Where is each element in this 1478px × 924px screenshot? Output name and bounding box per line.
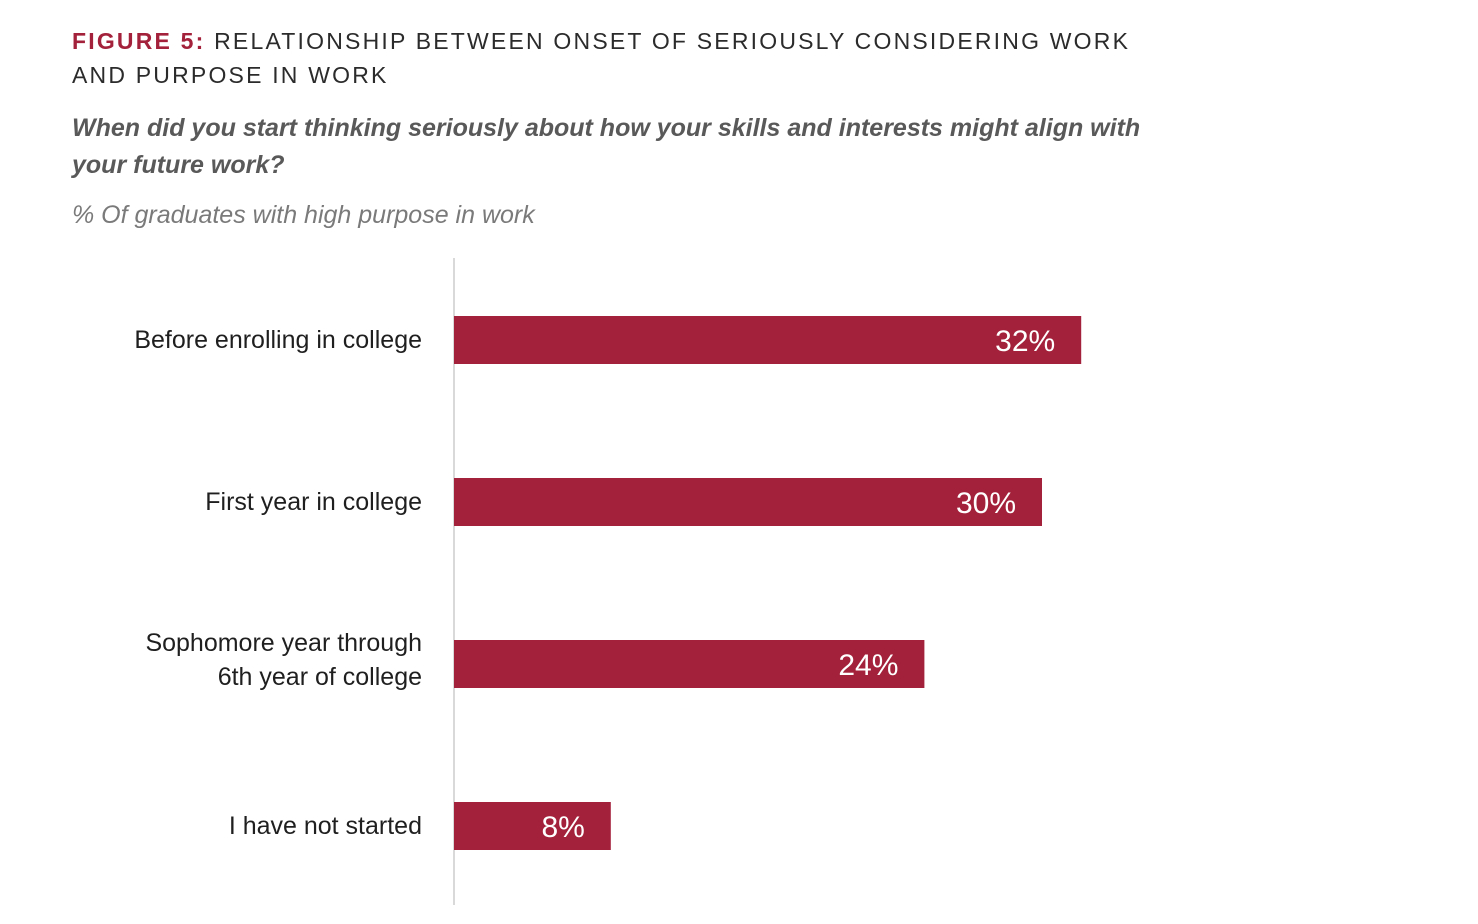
bar-2 [454,640,925,688]
bar-value-label-3: 8% [541,811,584,844]
bar-value-label-0: 32% [995,325,1055,358]
bar-1 [454,478,1042,526]
bar-value-label-1: 30% [956,487,1016,520]
figure-label: FIGURE 5: [72,28,206,54]
survey-question: When did you start thinking seriously ab… [72,114,1141,179]
bar-0 [454,316,1082,364]
bar-value-label-2: 24% [838,649,898,682]
category-label-0: Before enrolling in college [134,326,422,354]
figure-title: RELATIONSHIP BETWEEN ONSET OF SERIOUSLY … [72,28,1131,88]
figure-heading: FIGURE 5: RELATIONSHIP BETWEEN ONSET OF … [72,24,1152,92]
category-label-3: I have not started [229,812,422,840]
measure-subtitle: % Of graduates with high purpose in work [72,201,535,229]
category-label-2-line-1: 6th year of college [218,663,422,691]
bar-3 [454,802,611,850]
bars-group: 32% Before enrolling in college 30% First y… [134,316,1082,850]
category-label-1: First year in college [205,488,422,516]
category-label-2-line-0: Sophomore year through [145,629,422,657]
